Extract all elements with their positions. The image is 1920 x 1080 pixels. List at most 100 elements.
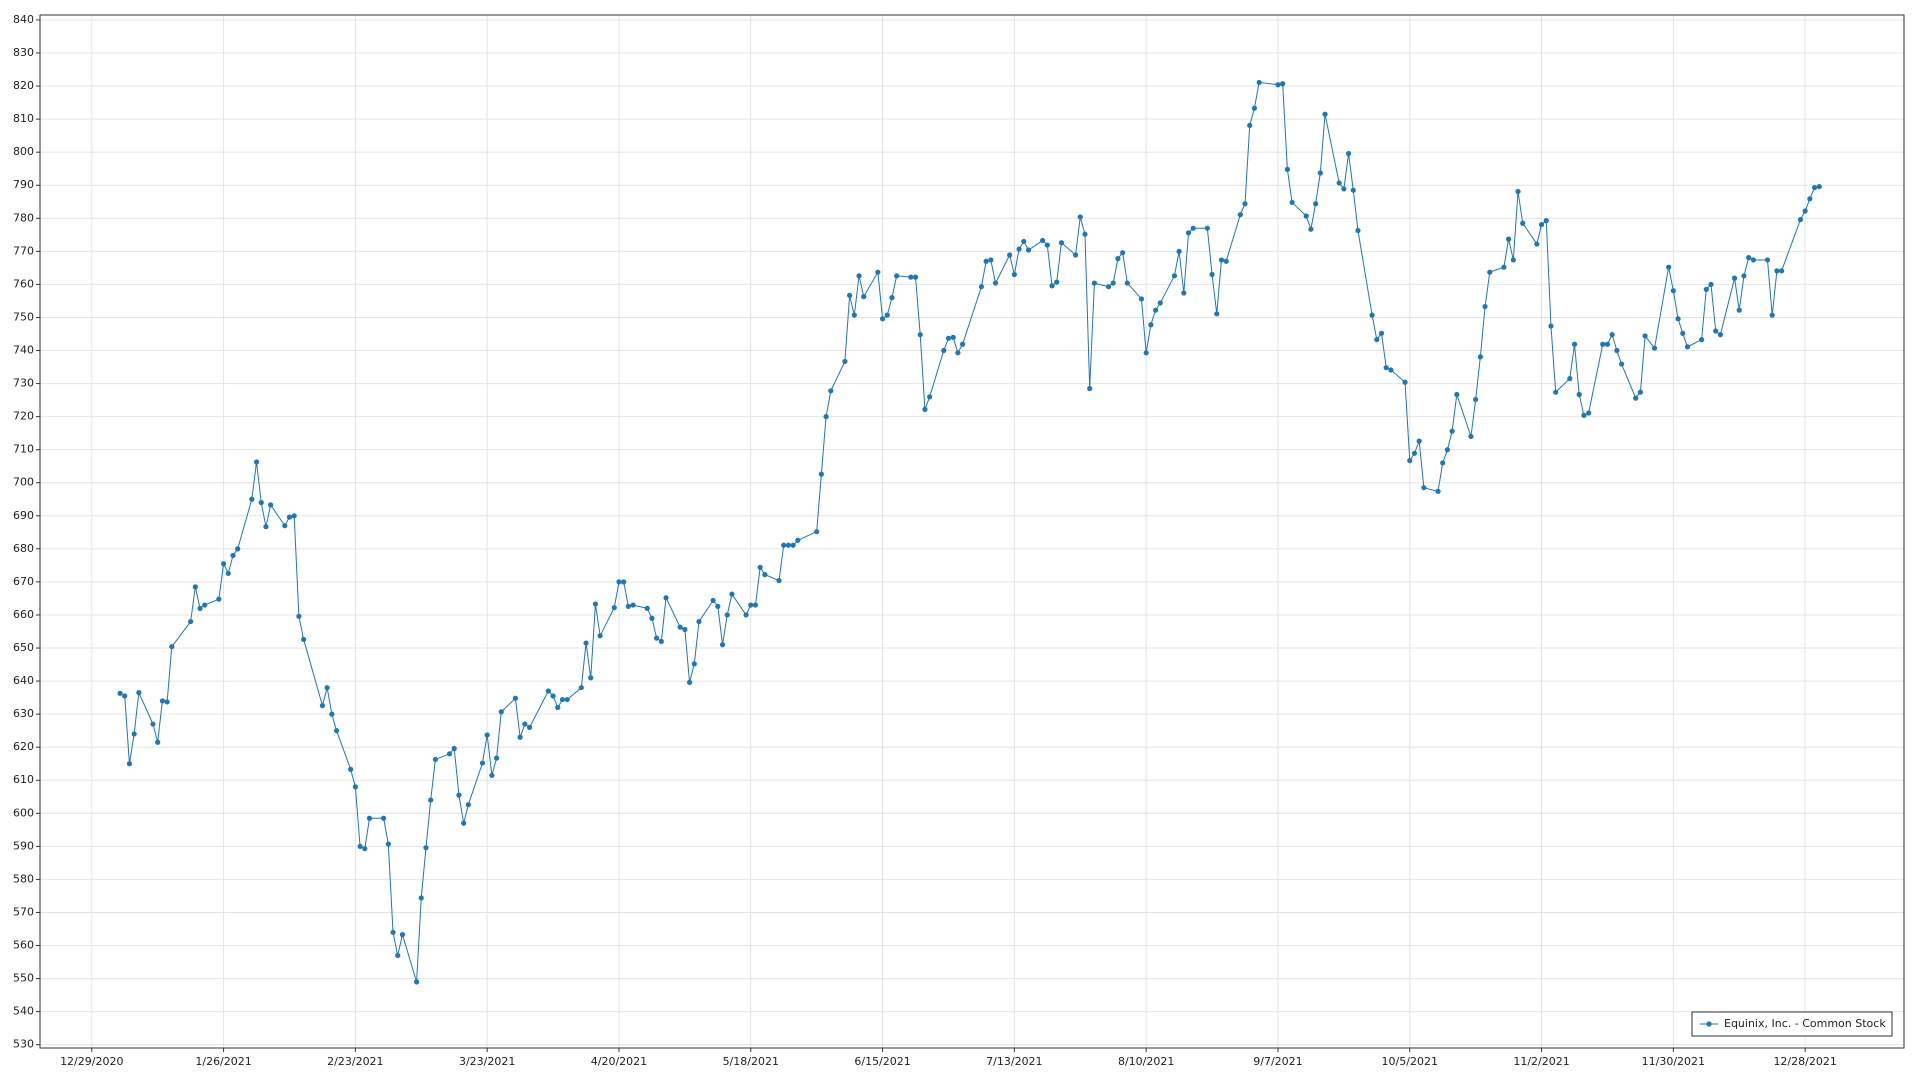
data-point	[1388, 367, 1394, 373]
y-tick-label: 560	[13, 939, 34, 952]
data-point	[385, 841, 391, 847]
y-tick-label: 680	[13, 542, 34, 555]
data-point	[1534, 241, 1540, 247]
data-point	[1087, 385, 1093, 392]
data-point	[1143, 350, 1149, 356]
y-tick-label: 630	[13, 707, 34, 720]
legend-box	[1691, 1011, 1893, 1037]
data-point	[1802, 208, 1808, 214]
data-point	[1223, 258, 1229, 264]
data-point	[1402, 379, 1408, 385]
data-point	[1350, 187, 1356, 193]
data-point	[136, 690, 142, 696]
data-point	[1642, 333, 1648, 339]
data-point	[263, 524, 269, 530]
data-point	[884, 312, 890, 318]
data-point	[1736, 307, 1742, 313]
data-point	[522, 721, 528, 727]
data-point	[1797, 217, 1804, 223]
data-point	[1256, 79, 1262, 86]
data-point	[357, 843, 363, 849]
y-tick-label: 720	[13, 410, 34, 423]
data-point	[1576, 391, 1582, 398]
data-point	[155, 739, 161, 745]
data-point	[390, 929, 396, 935]
data-point	[1571, 341, 1578, 347]
data-point	[724, 612, 730, 618]
y-tick-label: 710	[13, 443, 34, 456]
data-point	[1115, 256, 1121, 262]
data-point	[1435, 488, 1441, 494]
data-point	[225, 570, 231, 576]
data-point	[1289, 199, 1295, 206]
data-point	[1416, 438, 1422, 444]
data-point	[461, 820, 467, 826]
data-point	[654, 635, 660, 641]
data-point	[1317, 170, 1323, 176]
data-point	[1746, 255, 1752, 261]
data-point	[795, 537, 801, 543]
data-point	[286, 514, 293, 520]
data-point	[1506, 236, 1512, 242]
data-point	[1251, 105, 1258, 111]
data-point	[1152, 307, 1159, 313]
data-point	[1618, 361, 1625, 367]
data-point	[1764, 257, 1771, 263]
x-tick-label: 12/28/2021	[1773, 1055, 1836, 1068]
data-point	[686, 679, 693, 686]
data-point	[418, 895, 424, 901]
data-point	[1440, 460, 1446, 466]
data-point	[479, 760, 486, 766]
data-point	[583, 640, 589, 646]
data-point	[1510, 257, 1516, 263]
data-point	[1383, 365, 1389, 371]
data-point	[1444, 447, 1451, 453]
y-tick-label: 590	[13, 839, 34, 852]
data-point	[912, 274, 919, 280]
y-tick-label: 740	[13, 344, 34, 357]
data-point	[1581, 412, 1587, 418]
data-point	[955, 350, 961, 356]
data-point	[1731, 275, 1738, 281]
y-tick-label: 760	[13, 277, 34, 290]
data-point	[785, 542, 792, 548]
data-point	[588, 675, 594, 681]
data-point	[1407, 457, 1413, 464]
data-point	[465, 802, 471, 808]
data-point	[1214, 311, 1220, 317]
data-point	[776, 577, 782, 584]
y-tick-label: 540	[13, 1005, 34, 1018]
data-point	[1011, 271, 1017, 278]
data-point	[1082, 231, 1088, 237]
data-point	[1520, 220, 1526, 226]
data-point	[1816, 183, 1822, 190]
data-point	[1336, 180, 1342, 186]
y-tick-label: 820	[13, 79, 34, 92]
data-point	[366, 815, 373, 821]
data-point	[950, 334, 956, 340]
data-point	[1633, 395, 1639, 401]
data-point	[611, 605, 617, 611]
data-point	[1468, 433, 1474, 440]
data-point	[1313, 201, 1319, 207]
data-point	[526, 724, 533, 730]
data-point	[381, 815, 387, 821]
y-tick-label: 790	[13, 178, 34, 191]
data-point	[1105, 284, 1112, 290]
data-point	[235, 546, 241, 552]
data-point	[861, 294, 867, 300]
y-tick-label: 670	[13, 575, 34, 588]
data-point	[1609, 332, 1615, 338]
data-point	[197, 605, 203, 611]
y-tick-label: 840	[13, 13, 34, 26]
data-point	[1666, 264, 1672, 270]
y-tick-label: 570	[13, 905, 34, 918]
data-point	[1411, 450, 1418, 456]
data-point	[743, 612, 749, 618]
data-point	[682, 626, 688, 633]
data-point	[752, 602, 759, 608]
data-point	[1322, 111, 1328, 117]
data-point	[1449, 428, 1455, 434]
data-point	[1124, 280, 1130, 286]
